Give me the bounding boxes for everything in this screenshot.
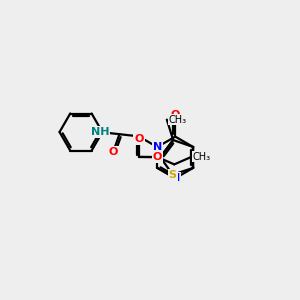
- Text: S: S: [169, 170, 177, 180]
- Text: O: O: [108, 147, 118, 158]
- Text: O: O: [134, 134, 144, 144]
- Text: CH₃: CH₃: [193, 152, 211, 162]
- Text: N: N: [153, 142, 162, 152]
- Text: NH: NH: [91, 127, 110, 137]
- Text: O: O: [171, 110, 180, 120]
- Text: N: N: [171, 173, 180, 183]
- Text: O: O: [152, 152, 162, 162]
- Text: CH₃: CH₃: [168, 115, 186, 124]
